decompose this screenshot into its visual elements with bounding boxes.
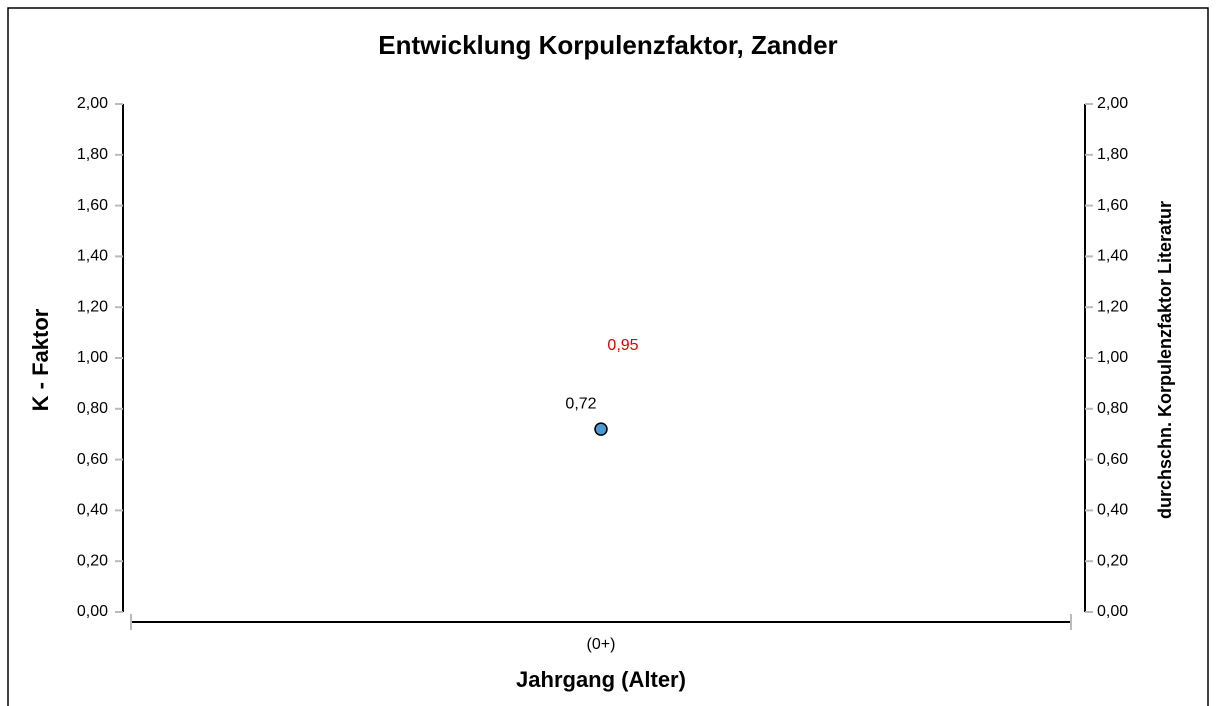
y-tick-label: 1,00 — [77, 349, 108, 366]
y2-tick-label: 1,00 — [1097, 349, 1128, 366]
frame — [7, 7, 1209, 706]
y-tick-label: 0,20 — [77, 552, 108, 569]
y2-tick-label: 0,20 — [1097, 552, 1128, 569]
y2-tick-label: 0,60 — [1097, 451, 1128, 468]
x-tick-label: (0+) — [587, 636, 616, 653]
y2-tick-label: 0,80 — [1097, 400, 1128, 417]
y-axis-title: K - Faktor — [28, 308, 53, 411]
y2-tick-label: 1,80 — [1097, 146, 1128, 163]
data-label: 0,72 — [565, 395, 596, 412]
point — [594, 422, 608, 436]
data-label: 0,95 — [607, 337, 638, 354]
x-axis-title: Jahrgang (Alter) — [516, 667, 686, 692]
y-tick-label: 0,80 — [77, 400, 108, 417]
y-tick-label: 0,40 — [77, 502, 108, 519]
y2-tick-label: 0,00 — [1097, 603, 1128, 620]
y-tick-label: 1,60 — [77, 197, 108, 214]
y-tick-label: 0,00 — [77, 603, 108, 620]
y2-tick-label: 2,00 — [1097, 95, 1128, 112]
y-tick-label: 1,20 — [77, 298, 108, 315]
y2-tick-label: 0,40 — [1097, 502, 1128, 519]
point — [595, 365, 607, 377]
chart-title: Entwicklung Korpulenzfaktor, Zander — [378, 30, 837, 60]
y-tick-label: 1,40 — [77, 248, 108, 265]
y2-tick-label: 1,60 — [1097, 197, 1128, 214]
y2-axis-title: durchschn. Korpulenzfaktor Literatur — [1155, 201, 1175, 519]
y-tick-label: 2,00 — [77, 95, 108, 112]
y2-tick-label: 1,20 — [1097, 298, 1128, 315]
y-tick-label: 0,60 — [77, 451, 108, 468]
y-tick-label: 1,80 — [77, 146, 108, 163]
y2-tick-label: 1,40 — [1097, 248, 1128, 265]
